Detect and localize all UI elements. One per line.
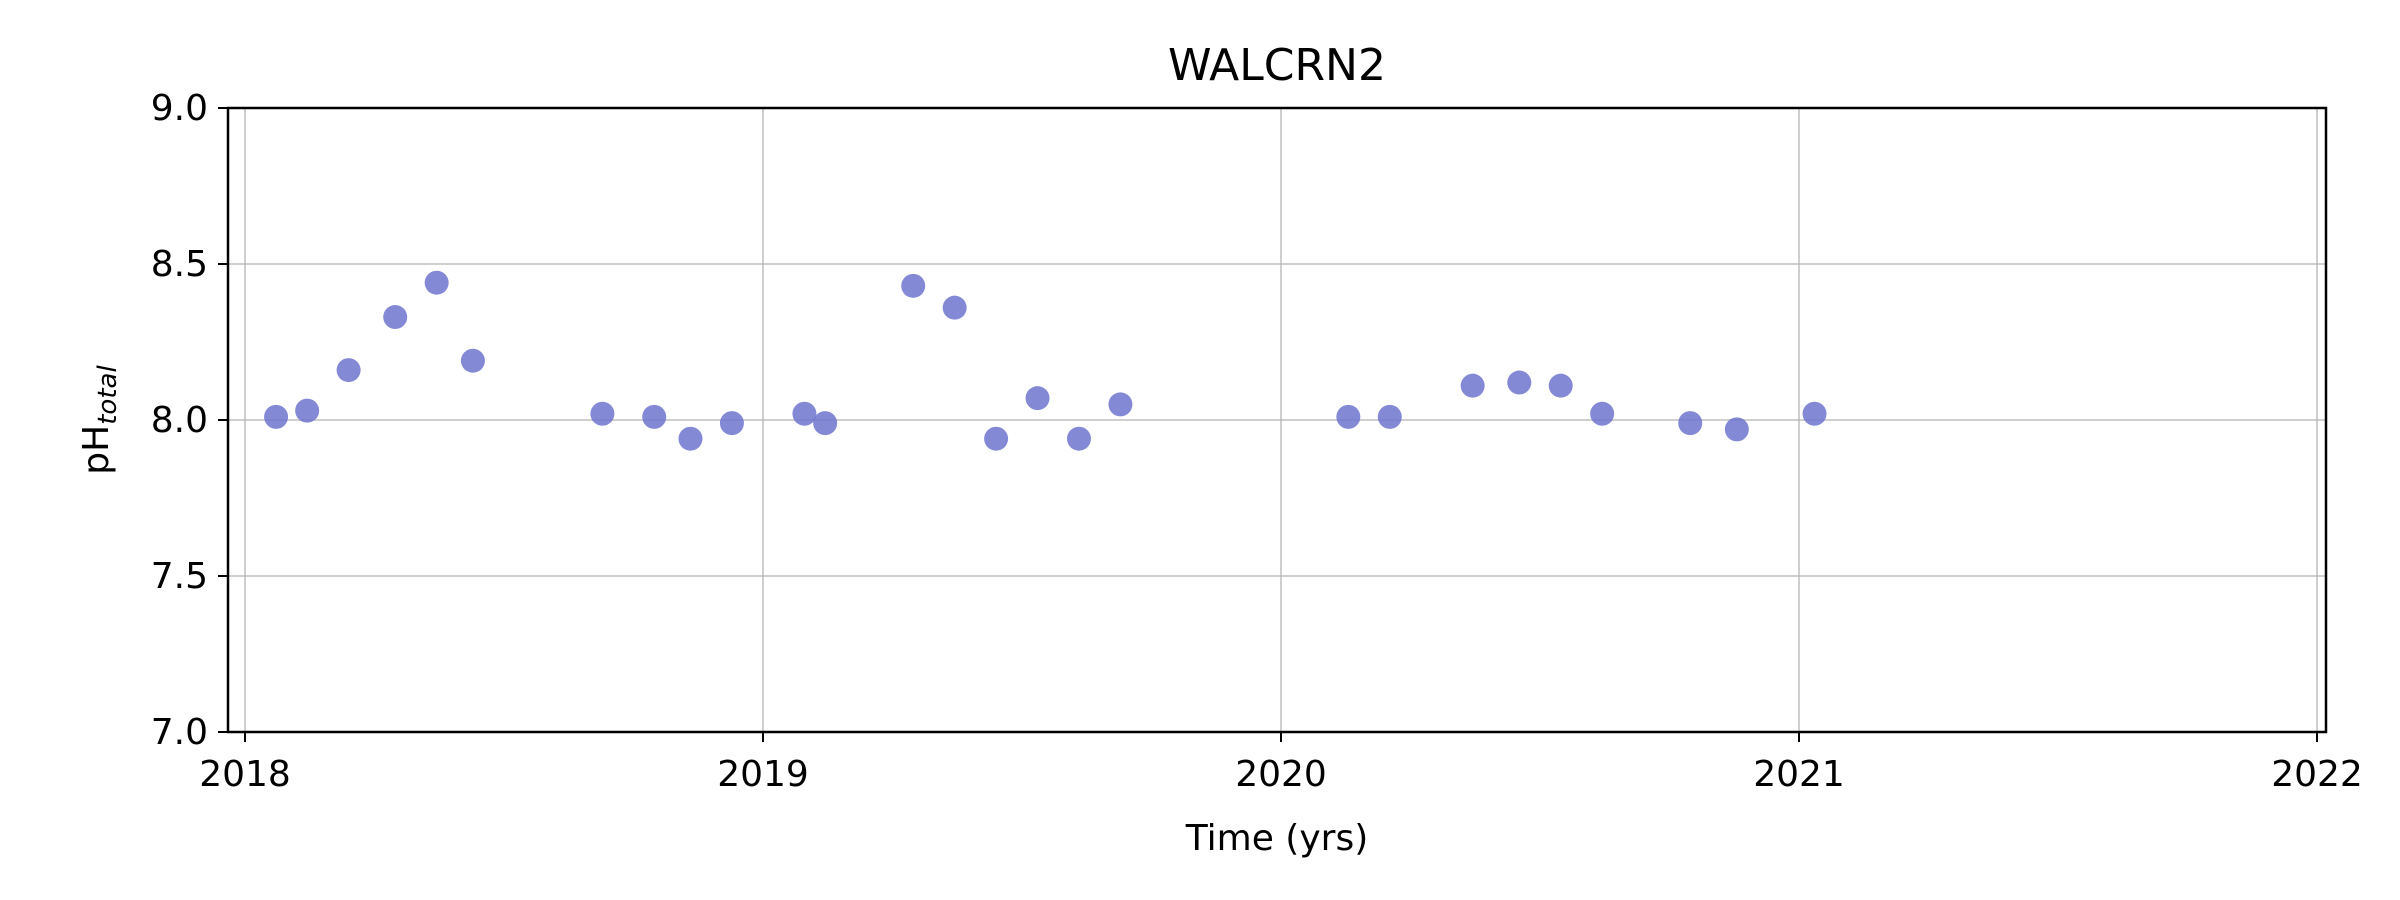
data-points (264, 270, 1827, 451)
data-point (1460, 373, 1485, 398)
x-tick-label: 2021 (1753, 754, 1845, 795)
x-axis-ticks: 2018 2019 2020 2021 2022 (199, 732, 2363, 795)
data-point (424, 270, 449, 295)
y-axis-label-subscript: total (93, 365, 123, 425)
data-point (642, 404, 667, 429)
data-point (1802, 401, 1827, 426)
y-tick-label: 8.0 (151, 400, 208, 441)
x-tick-label: 2020 (1235, 754, 1327, 795)
x-tick-label: 2018 (199, 754, 291, 795)
x-axis-label: Time (yrs) (1185, 818, 1369, 859)
y-tick-label: 8.5 (151, 244, 208, 285)
y-tick-label: 9.0 (151, 88, 208, 129)
y-axis-ticks: 7.0 7.5 8.0 8.5 9.0 (151, 88, 228, 753)
x-tick-label: 2022 (2271, 754, 2363, 795)
y-tick-label: 7.0 (151, 712, 208, 753)
chart-title: WALCRN2 (1168, 40, 1386, 91)
y-tick-label: 7.5 (151, 556, 208, 597)
data-point (264, 404, 289, 429)
data-point (1336, 404, 1361, 429)
data-point (295, 398, 320, 423)
y-axis-label: pHtotal (76, 365, 123, 475)
data-point (336, 358, 361, 383)
data-point (792, 401, 817, 426)
data-point (1507, 370, 1532, 395)
data-point (1678, 411, 1703, 436)
data-point (1548, 373, 1573, 398)
data-point (984, 426, 1009, 451)
data-point (901, 273, 926, 298)
data-point (460, 348, 485, 373)
data-point (1108, 392, 1133, 417)
data-point (942, 295, 967, 320)
data-point (1377, 404, 1402, 429)
data-point (1025, 386, 1050, 411)
data-point (719, 411, 744, 436)
data-point (678, 426, 703, 451)
data-point (1066, 426, 1091, 451)
data-point (590, 401, 615, 426)
x-tick-label: 2019 (717, 754, 809, 795)
data-point (1590, 401, 1615, 426)
data-point (383, 305, 408, 330)
data-point (813, 411, 838, 436)
grid-lines (228, 107, 2326, 733)
y-axis-label-main: pH (76, 425, 117, 475)
data-point (1724, 417, 1749, 442)
